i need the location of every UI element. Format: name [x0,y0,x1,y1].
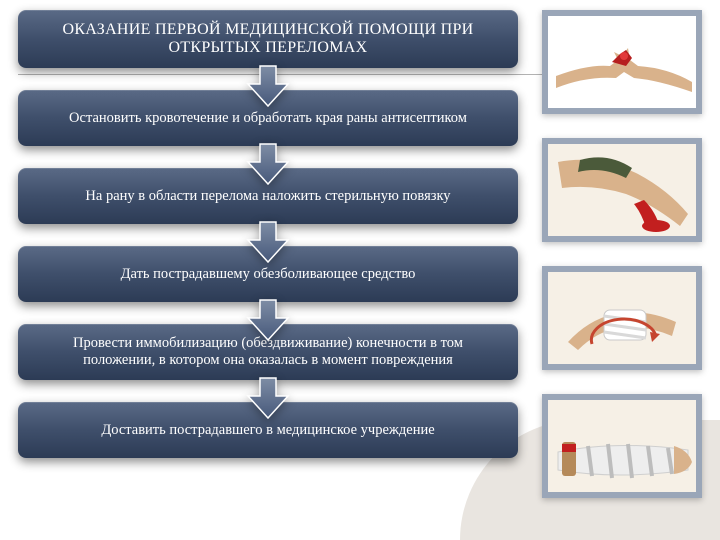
flow-column: ОКАЗАНИЕ ПЕРВОЙ МЕДИЦИНСКОЙ ПОМОЩИ ПРИ О… [18,10,518,458]
arrow-2 [18,142,518,172]
down-arrow-icon [244,64,292,108]
title-box: ОКАЗАНИЕ ПЕРВОЙ МЕДИЦИНСКОЙ ПОМОЩИ ПРИ О… [18,10,518,68]
step-text: На рану в области перелома наложить стер… [85,188,450,205]
down-arrow-icon [244,220,292,264]
image-column [542,10,702,498]
down-arrow-icon [244,298,292,342]
splinted-leg-illustration [542,394,702,498]
arrow-5 [18,376,518,406]
step-text: Остановить кровотечение и обработать кра… [69,110,467,127]
step-text: Дать пострадавшему обезболивающее средст… [121,266,416,283]
down-arrow-icon [244,142,292,186]
arrow-1 [18,64,518,94]
step-text: Доставить пострадавшего в медицинское уч… [101,422,434,439]
down-arrow-icon [244,376,292,420]
title-text: ОКАЗАНИЕ ПЕРВОЙ МЕДИЦИНСКОЙ ПОМОЩИ ПРИ О… [42,21,494,57]
arrow-4 [18,298,518,328]
bandaging-hand-illustration [542,266,702,370]
arrow-3 [18,220,518,250]
bleeding-arm-illustration [542,138,702,242]
open-fracture-illustration [542,10,702,114]
